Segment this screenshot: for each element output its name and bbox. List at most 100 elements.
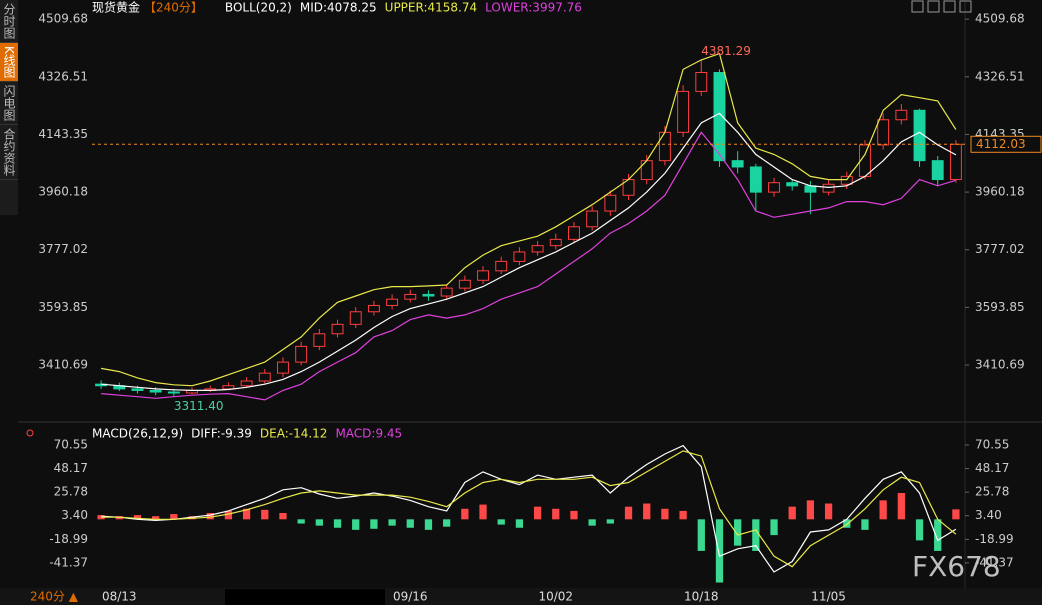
candle-body	[658, 131, 671, 162]
histogram-bar	[315, 519, 323, 526]
histogram-bar	[715, 519, 724, 583]
histogram-bar	[352, 519, 360, 530]
histogram-bar	[824, 503, 833, 520]
candle-body	[367, 304, 380, 313]
histogram-bar	[388, 519, 396, 526]
x-tick-label: 09/16	[393, 590, 428, 604]
indicator-line	[101, 444, 957, 573]
histogram-bar	[643, 503, 651, 520]
legend-entry: LOWER:3997.76	[485, 1, 582, 15]
histogram-bar	[752, 519, 760, 551]
histogram-bar	[788, 506, 796, 520]
candle-body	[840, 175, 853, 185]
histogram-bar	[242, 508, 251, 520]
histogram-bar	[515, 519, 524, 528]
period-label: 【240分】	[144, 1, 203, 15]
macd-icon[interactable]	[26, 429, 34, 437]
candle-body	[477, 270, 489, 281]
histogram-bar	[897, 492, 905, 520]
x-tick-label: 11/05	[811, 590, 846, 604]
y-tick-label: 3410.69	[38, 358, 88, 372]
y-tick-label: 70.55	[975, 438, 1009, 452]
candle-body	[167, 391, 180, 394]
legend-entry: UPPER:4158.74	[385, 1, 477, 15]
histogram-bar	[861, 519, 869, 530]
candle-body	[131, 388, 144, 391]
histogram-bar	[370, 519, 378, 529]
histogram-bar	[734, 519, 742, 546]
sidebar: 分时图 K线图 闪电图 合约资料	[0, 0, 18, 215]
histogram-bar	[224, 510, 233, 520]
histogram-bar	[570, 510, 578, 520]
y-tick-label: 3960.18	[975, 185, 1025, 199]
candle-body	[531, 245, 544, 253]
y-tick-label: 3777.02	[975, 242, 1025, 256]
candle-body	[586, 210, 599, 228]
control[interactable]	[927, 0, 940, 13]
candle-body	[495, 260, 508, 272]
y-tick-label: 3.40	[975, 508, 1002, 522]
histogram-bar	[152, 516, 160, 520]
footer-bar	[0, 588, 1042, 605]
y-tick-label: 70.55	[54, 438, 88, 452]
sidebar-tab[interactable]: 分时图	[0, 0, 18, 43]
histogram-bar	[206, 513, 214, 520]
x-tick-label: 10/02	[538, 590, 573, 604]
histogram-bar	[624, 506, 633, 520]
y-tick-label: -41.37	[49, 555, 88, 569]
legend-entry: DIFF:-9.39	[191, 427, 252, 441]
sidebar-tab[interactable]: 合约资料	[0, 125, 18, 180]
y-tick-label: 3410.69	[975, 358, 1025, 372]
candle-body	[458, 279, 471, 289]
candle-body	[877, 119, 890, 146]
y-tick-label: 25.78	[975, 485, 1009, 499]
candle-body	[313, 333, 326, 347]
y-tick-label: 4509.68	[38, 12, 88, 26]
candle-body	[258, 372, 271, 382]
control[interactable]	[959, 0, 972, 13]
histogram-bar	[588, 519, 596, 526]
control[interactable]	[943, 0, 956, 13]
candle-body	[677, 90, 690, 133]
candle-body	[568, 226, 580, 240]
watermark: FX678	[912, 550, 1001, 583]
control[interactable]	[911, 0, 924, 13]
histogram-bar	[479, 504, 487, 520]
candle-body	[440, 287, 453, 297]
histogram-bar	[697, 519, 705, 551]
histogram-bar	[461, 508, 469, 520]
window-controls	[911, 0, 972, 13]
sidebar-tab[interactable]: 闪电图	[0, 82, 18, 125]
histogram-bar	[806, 500, 815, 520]
histogram-bar	[552, 508, 560, 520]
histogram-bar	[843, 519, 851, 528]
histogram-bar	[333, 519, 342, 528]
candle-body	[786, 182, 799, 187]
histogram-bar	[770, 519, 778, 536]
sidebar-tab[interactable]: K线图	[0, 43, 18, 82]
candle-body	[549, 238, 562, 247]
indicator-line	[101, 112, 957, 391]
indicator-line	[101, 450, 957, 568]
y-tick-label: 4143.35	[38, 127, 88, 141]
candle-body	[895, 109, 908, 121]
candle-body	[404, 293, 417, 300]
candle-body	[731, 160, 744, 168]
y-tick-label: 25.78	[54, 485, 88, 499]
y-tick-label: 3777.02	[38, 242, 88, 256]
y-tick-label: 3593.85	[38, 300, 88, 314]
y-tick-label: 48.17	[975, 461, 1009, 475]
y-tick-label: 4326.51	[38, 69, 88, 83]
period-button[interactable]: 240分 ▲	[30, 590, 79, 604]
y-tick-label: -18.99	[49, 532, 88, 546]
histogram-bar	[424, 519, 433, 530]
x-tick-label: 08/13	[102, 590, 137, 604]
legend-entry: DEA:-14.12	[260, 427, 328, 441]
histogram-bar	[170, 514, 178, 520]
y-tick-label: -41.37	[975, 555, 1014, 569]
histogram-bar	[279, 513, 287, 520]
candle-body	[768, 182, 780, 193]
high-annotation: 4381.29	[701, 44, 751, 58]
